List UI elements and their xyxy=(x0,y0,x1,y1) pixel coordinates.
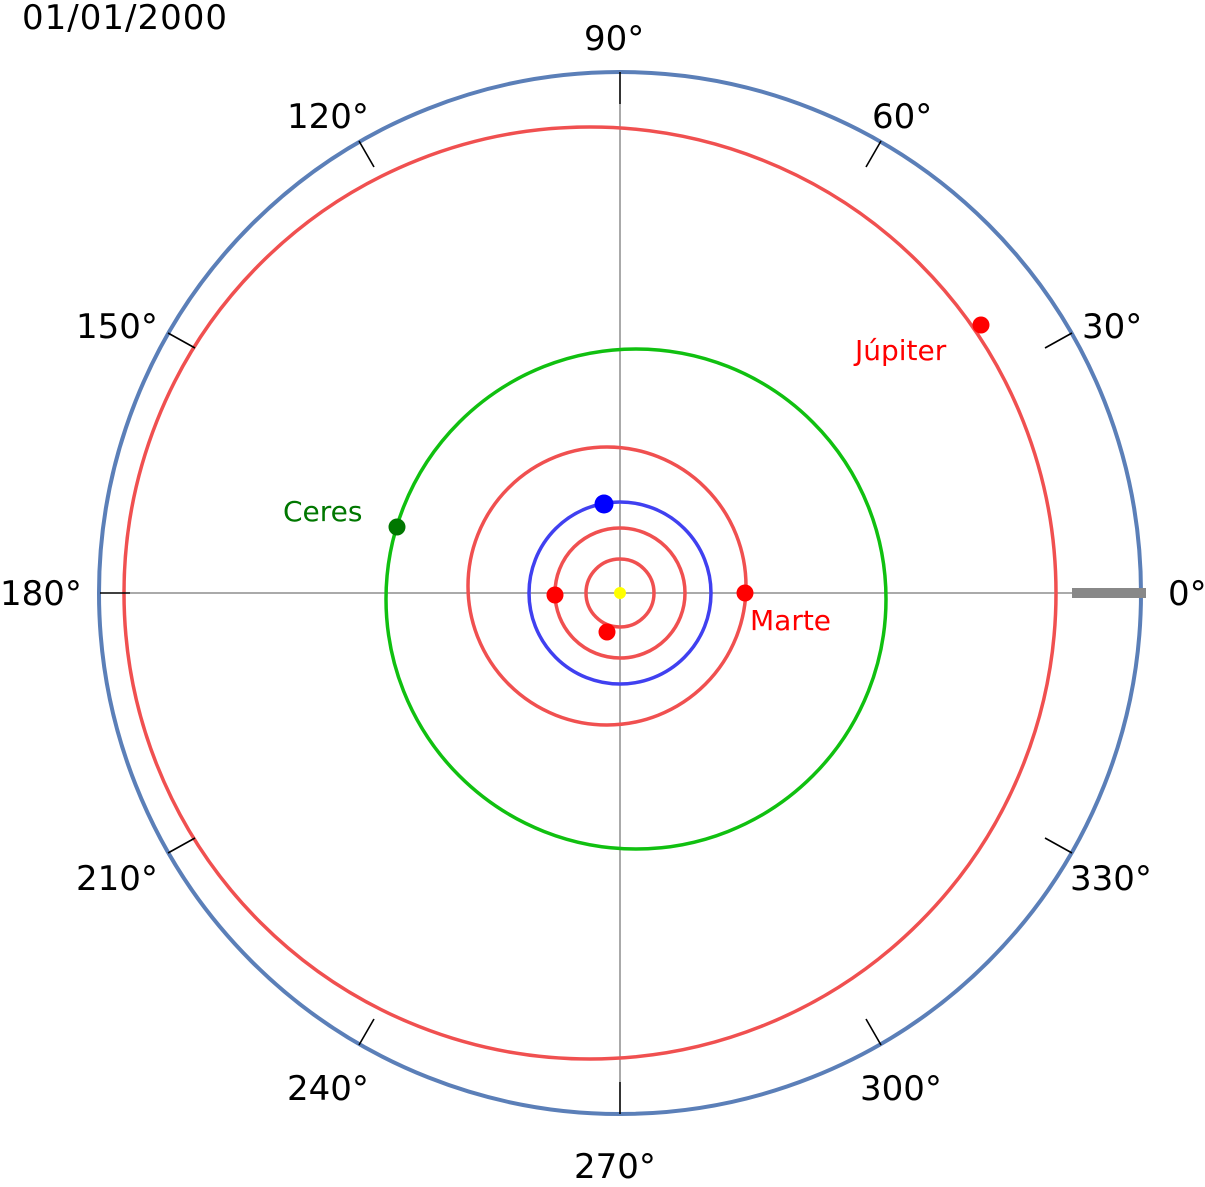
jupiter-marker xyxy=(972,316,990,334)
tick-marks xyxy=(100,72,1073,1114)
earth-marker xyxy=(594,494,614,514)
angle-label-180: 180° xyxy=(0,574,82,614)
sun-marker xyxy=(614,587,626,599)
angle-label-60: 60° xyxy=(872,97,932,137)
angle-label-330: 330° xyxy=(1070,859,1152,899)
angle-label-150: 150° xyxy=(76,307,158,347)
angle-label-240: 240° xyxy=(287,1069,369,1109)
tick-120 xyxy=(358,140,375,168)
angle-label-0: 0° xyxy=(1168,574,1205,614)
mars-label: Marte xyxy=(750,604,831,637)
tick-150 xyxy=(167,332,196,349)
tick-210 xyxy=(167,837,196,854)
date-label: 01/01/2000 xyxy=(22,0,228,38)
mercury-orbit xyxy=(584,557,656,629)
jupiter-label: Júpiter xyxy=(853,334,947,367)
angle-label-90: 90° xyxy=(584,19,644,59)
tick-60 xyxy=(865,140,882,168)
venus-marker xyxy=(546,586,564,604)
angle-label-270: 270° xyxy=(574,1147,656,1187)
mercury-marker xyxy=(598,623,616,641)
angle-label-30: 30° xyxy=(1082,307,1142,347)
ceres-label: Ceres xyxy=(283,495,363,528)
tick-300 xyxy=(865,1018,882,1046)
ceres-orbit xyxy=(384,347,888,851)
tick-240 xyxy=(358,1018,375,1046)
ceres-marker xyxy=(388,518,406,536)
earth-orbit xyxy=(527,500,713,686)
angle-label-300: 300° xyxy=(860,1069,942,1109)
angle-label-120: 120° xyxy=(287,97,369,137)
tick-330 xyxy=(1044,837,1073,854)
angle-label-210: 210° xyxy=(76,859,158,899)
tick-30 xyxy=(1044,332,1073,349)
mars-marker xyxy=(736,584,754,602)
